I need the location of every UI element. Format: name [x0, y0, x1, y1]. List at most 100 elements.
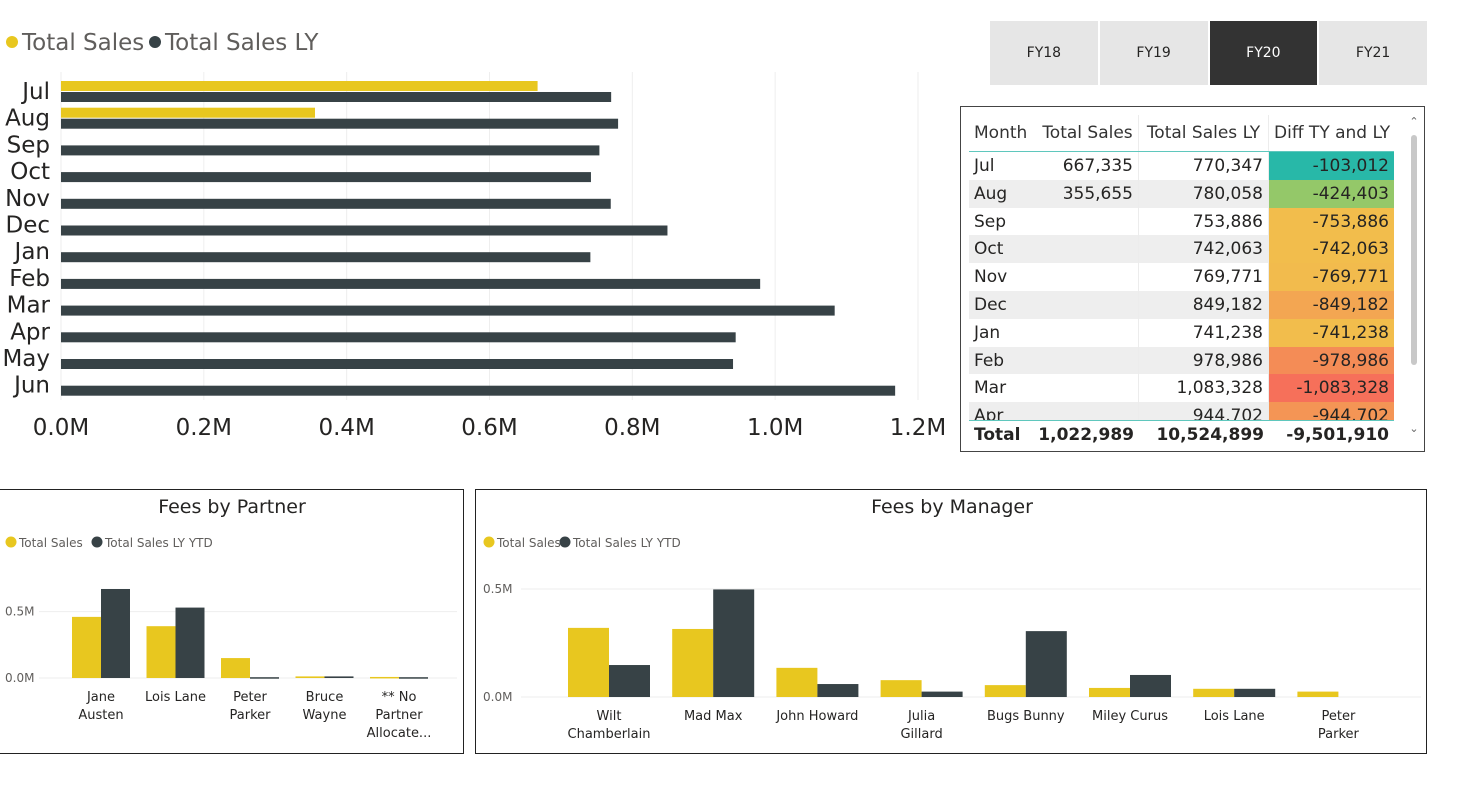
y-category-label: Sep: [7, 132, 50, 158]
cell-total-sales: [1037, 263, 1139, 292]
x-category-label: Lois Lane: [145, 690, 206, 705]
x-tick-label: 0.8M: [604, 415, 660, 441]
column-bar: [250, 677, 279, 679]
cell-total-sales: [1037, 402, 1139, 420]
bar-total-sales-ly: [61, 332, 736, 343]
column-bar: [1234, 688, 1276, 697]
x-tick-label: 0.2M: [176, 415, 232, 441]
cell-diff: -769,771: [1269, 263, 1394, 292]
y-category-label: Mar: [7, 293, 51, 319]
cell-month: Nov: [974, 267, 1008, 288]
column-bar: [370, 676, 399, 679]
fees-by-manager-chart: Fees by Manager Total Sales Total Sales LY…: [483, 496, 1421, 742]
bar-total-sales-ly: [61, 118, 619, 129]
scroll-up-icon[interactable]: ⌃: [1409, 115, 1419, 128]
table-total-row: Total 1,022,989 10,524,899 -9,501,910: [969, 421, 1394, 449]
cell-total-sales: [1037, 346, 1139, 375]
column-bar: [817, 684, 859, 697]
x-category-label: Lois Lane: [1204, 709, 1265, 724]
legend-marker: [5, 536, 17, 548]
table-row[interactable]: Oct 742,063 -742,063: [969, 235, 1394, 264]
slicer-option-fy21[interactable]: FY21: [1319, 21, 1427, 85]
bar-total-sales-ly: [61, 359, 734, 369]
cell-total-sales-ly: 770,347: [1139, 152, 1269, 180]
table-scrollbar[interactable]: ⌃ ⌄: [1408, 115, 1420, 435]
cell-total-sales-ly: 753,886: [1139, 207, 1269, 236]
table-row[interactable]: Aug 355,655 780,058 -424,403: [969, 179, 1394, 208]
table-row[interactable]: Feb 978,986 -978,986: [969, 346, 1394, 375]
fees-by-manager-panel: Fees by Manager Total Sales Total Sales LY…: [475, 489, 1427, 754]
y-category-label: Aug: [5, 106, 50, 132]
bar-total-sales: [61, 81, 538, 91]
header-month[interactable]: Month: [974, 123, 1028, 143]
x-category-label: Bruce Wayne: [303, 690, 347, 723]
cell-month: Aug: [974, 183, 1008, 204]
table-row[interactable]: Sep 753,886 -753,886: [969, 207, 1394, 236]
header-total-sales[interactable]: Total Sales: [1037, 115, 1139, 151]
table-row[interactable]: Mar 1,083,328 -1,083,328: [969, 374, 1394, 403]
x-tick-label: 0.0M: [33, 415, 89, 441]
monthly-sales-bar-chart: 0.0M 0.2M 0.4M 0.6M 0.8M 1.0M 1.2M Total Sales T…: [2, 30, 946, 441]
x-tick-label: 0.4M: [318, 415, 374, 441]
legend-label: Total Sales: [496, 536, 561, 550]
slicer-option-fy20[interactable]: FY20: [1209, 21, 1318, 85]
header-divider: [969, 151, 1394, 152]
cell-month: Mar: [974, 378, 1007, 399]
y-category-label: May: [2, 346, 50, 372]
column-bar: [984, 685, 1026, 697]
x-category-label: Miley Curus: [1092, 709, 1168, 724]
cell-diff: -849,182: [1269, 291, 1394, 319]
total-divider: [969, 420, 1394, 421]
x-category-label: ** No Partner Allocate...: [367, 690, 432, 741]
cell-total-sales-ly: 741,238: [1139, 318, 1269, 347]
total-sales-ly: 10,524,899: [1156, 425, 1264, 445]
cell-diff: -103,012: [1269, 152, 1394, 180]
fiscal-year-slicer: FY18 FY19 FY20 FY21: [990, 21, 1427, 85]
bar-total-sales-ly: [61, 172, 591, 183]
x-tick-label: 1.0M: [747, 415, 803, 441]
slicer-option-fy18[interactable]: FY18: [990, 21, 1098, 85]
cell-diff: -424,403: [1269, 179, 1394, 208]
cell-total-sales: [1037, 235, 1139, 264]
cell-month: Feb: [974, 350, 1005, 371]
legend-label: Total Sales: [18, 536, 83, 550]
legend-marker: [559, 536, 571, 548]
scroll-thumb[interactable]: [1411, 135, 1417, 365]
cell-total-sales-ly: 780,058: [1139, 179, 1269, 208]
slicer-option-fy19[interactable]: FY19: [1099, 21, 1208, 85]
bar-total-sales-ly: [61, 198, 611, 209]
x-tick-label: 0.6M: [461, 415, 517, 441]
header-total-sales-ly[interactable]: Total Sales LY: [1139, 115, 1269, 151]
y-category-label: Feb: [9, 266, 50, 292]
column-bar: [324, 676, 354, 678]
column-bar: [1089, 687, 1130, 697]
cell-diff: -742,063: [1269, 235, 1394, 264]
cell-total-sales: [1037, 291, 1139, 319]
column-bar: [776, 667, 818, 697]
table-row[interactable]: Dec 849,182 -849,182: [969, 291, 1394, 319]
x-category-label: Mad Max: [684, 709, 743, 724]
table-header-row: Month Total Sales Total Sales LY Diff TY…: [969, 115, 1394, 151]
column-bar: [1297, 691, 1339, 697]
y-tick-label: 0.0M: [5, 671, 34, 685]
column-bar: [221, 658, 250, 678]
cell-diff: -1,083,328: [1269, 374, 1394, 403]
table-row[interactable]: Jan 741,238 -741,238: [969, 318, 1394, 347]
y-category-label: Nov: [5, 186, 50, 212]
table-row[interactable]: Apr 944,702 -944,702: [969, 402, 1394, 420]
table-row[interactable]: Nov 769,771 -769,771: [969, 263, 1394, 292]
cell-total-sales: 355,655: [1037, 179, 1139, 208]
bar-total-sales-ly: [61, 278, 761, 289]
column-bar: [921, 691, 963, 697]
column-bar: [101, 588, 130, 678]
column-bar: [399, 677, 428, 679]
header-diff[interactable]: Diff TY and LY: [1274, 123, 1391, 143]
column-bar: [1193, 688, 1235, 697]
scroll-down-icon[interactable]: ⌄: [1409, 422, 1419, 435]
table-row[interactable]: Jul 667,335 770,347 -103,012: [969, 152, 1394, 180]
y-category-label: Jan: [13, 239, 50, 265]
x-category-label: Jane Austen: [78, 690, 123, 723]
x-category-label: Bugs Bunny: [987, 709, 1065, 724]
column-bar: [880, 680, 922, 697]
y-category-label: Jun: [12, 373, 50, 399]
